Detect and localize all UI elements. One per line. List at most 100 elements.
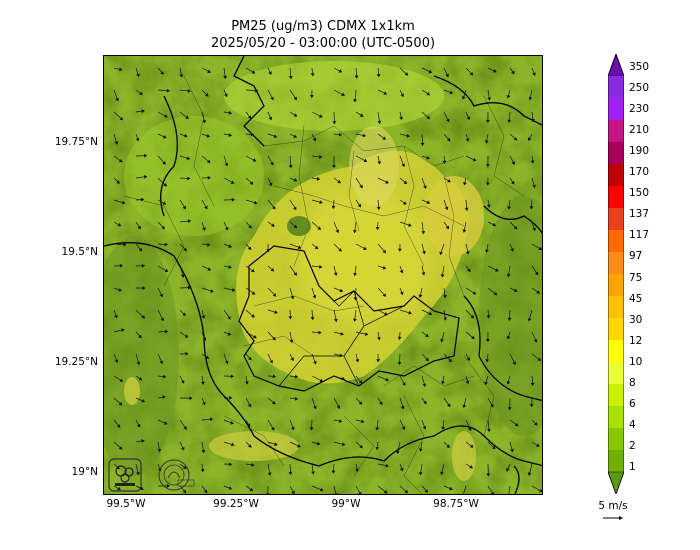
wind-vector-head xyxy=(138,334,142,339)
wind-vector-head xyxy=(163,182,167,187)
wind-vector-head xyxy=(135,137,140,142)
colorbar-top-extend xyxy=(608,54,624,77)
colorbar-cell xyxy=(608,318,624,341)
wind-vector-head xyxy=(471,335,475,340)
wind-vector-head xyxy=(338,69,343,73)
wind-vector-head xyxy=(445,118,450,123)
wind-vector-head xyxy=(510,448,514,453)
wind-vector-head xyxy=(140,197,145,202)
wind-vector-head xyxy=(462,404,467,409)
wind-vector-head xyxy=(228,462,233,467)
wind-vector-head xyxy=(512,361,516,366)
wind-vector-head xyxy=(291,490,295,494)
wind-vector-head xyxy=(440,274,445,278)
wind-vector-head xyxy=(162,201,167,205)
wind-vector-head xyxy=(408,310,412,315)
wind-vector-head xyxy=(114,314,118,319)
colorbar-cell xyxy=(608,98,624,121)
map-panel[interactable] xyxy=(103,55,543,495)
wind-vector-head xyxy=(385,180,389,184)
wind-vector-head xyxy=(360,419,365,424)
colorbar-label: 45 xyxy=(629,292,643,305)
wind-vector-head xyxy=(332,165,336,169)
wind-vector-head xyxy=(184,334,189,338)
wind-vector-head xyxy=(375,427,380,431)
wind-vector-head xyxy=(472,291,477,295)
wind-vector-head xyxy=(382,293,387,297)
wind-vector-head xyxy=(141,109,145,114)
wind-vector-head xyxy=(426,200,431,204)
wind-vector-head xyxy=(464,207,469,211)
wind-vector-head xyxy=(339,288,344,293)
wind-vector-head xyxy=(428,69,433,74)
wind-vector-head xyxy=(249,181,254,185)
wind-vector-head xyxy=(143,175,148,179)
colorbar-label: 8 xyxy=(629,376,636,389)
wind-vector-head xyxy=(311,471,315,475)
wind-vector-head xyxy=(533,421,538,426)
wind-vector-head xyxy=(443,295,447,299)
wind-vector-head xyxy=(507,407,512,411)
colorbar-label: 97 xyxy=(629,250,643,263)
wind-vector-head xyxy=(119,116,124,121)
wind-vector-head xyxy=(201,315,206,319)
colorbar-cell xyxy=(608,76,624,99)
colorbar-label: 250 xyxy=(629,82,650,95)
wind-vector-head xyxy=(532,227,536,232)
wind-vector-head xyxy=(227,316,231,320)
wind-vector-head xyxy=(495,268,499,272)
wind-vector-head xyxy=(399,269,404,274)
wind-vector-head xyxy=(352,230,357,234)
wind-vector-head xyxy=(467,427,472,431)
wind-vector-head xyxy=(469,71,474,76)
wind-vector-head xyxy=(269,359,273,364)
wind-vector-head xyxy=(318,330,322,335)
wind-vector-head xyxy=(209,417,214,422)
wind-vector-head xyxy=(162,161,166,165)
wind-vector-head xyxy=(272,374,277,379)
wind-vector-head xyxy=(375,226,380,231)
wind-vector-head xyxy=(486,204,491,208)
wind-vector-head xyxy=(270,96,274,101)
wind-vector-head xyxy=(205,355,210,359)
wind-vector-head xyxy=(376,206,381,211)
wind-vector-head xyxy=(293,178,298,182)
wind-vector-head xyxy=(491,445,496,450)
wind-vector-head xyxy=(202,227,206,231)
x-tick-99-25: 99.25°W xyxy=(213,498,259,510)
wind-vector-head xyxy=(144,153,148,158)
colorbar-label: 6 xyxy=(629,397,636,410)
wind-vector-head xyxy=(448,358,453,363)
wind-vector-head xyxy=(355,468,359,473)
wind-vector-head xyxy=(270,161,274,166)
wind-vector-head xyxy=(251,462,255,467)
wind-vector-head xyxy=(224,226,229,231)
wind-vector-head xyxy=(536,443,540,447)
wind-vector-head xyxy=(465,380,470,385)
wind-vector-head xyxy=(293,272,297,276)
wind-vector-head xyxy=(532,184,536,189)
wind-vector-head xyxy=(530,118,535,123)
wind-vector-head xyxy=(507,317,512,322)
plot-title: PM25 (ug/m3) CDMX 1x1km 2025/05/20 - 03:… xyxy=(103,18,543,52)
wind-vector-head xyxy=(251,70,256,74)
colorbar-label: 10 xyxy=(629,355,643,368)
wind-vector-head xyxy=(530,382,535,387)
wind-vector-head xyxy=(441,380,445,385)
government-seal-logo xyxy=(158,459,195,491)
wind-vector-head xyxy=(201,381,205,385)
wind-vector-head xyxy=(114,359,119,363)
wind-vector-head xyxy=(248,444,252,448)
wind-vector-head xyxy=(440,471,444,476)
wind-vector-head xyxy=(248,356,252,361)
wind-vector-head xyxy=(382,136,387,140)
wind-vector-head xyxy=(187,176,191,181)
wind-vector-head xyxy=(510,248,514,252)
wind-vector-head xyxy=(160,317,164,322)
wind-vector-head xyxy=(461,96,466,100)
wind-vector-head xyxy=(121,328,125,332)
wind-vector-head xyxy=(362,133,367,138)
wind-vector xyxy=(508,485,511,494)
wind-vector-head xyxy=(486,473,491,477)
wind-vector-head xyxy=(506,468,510,472)
